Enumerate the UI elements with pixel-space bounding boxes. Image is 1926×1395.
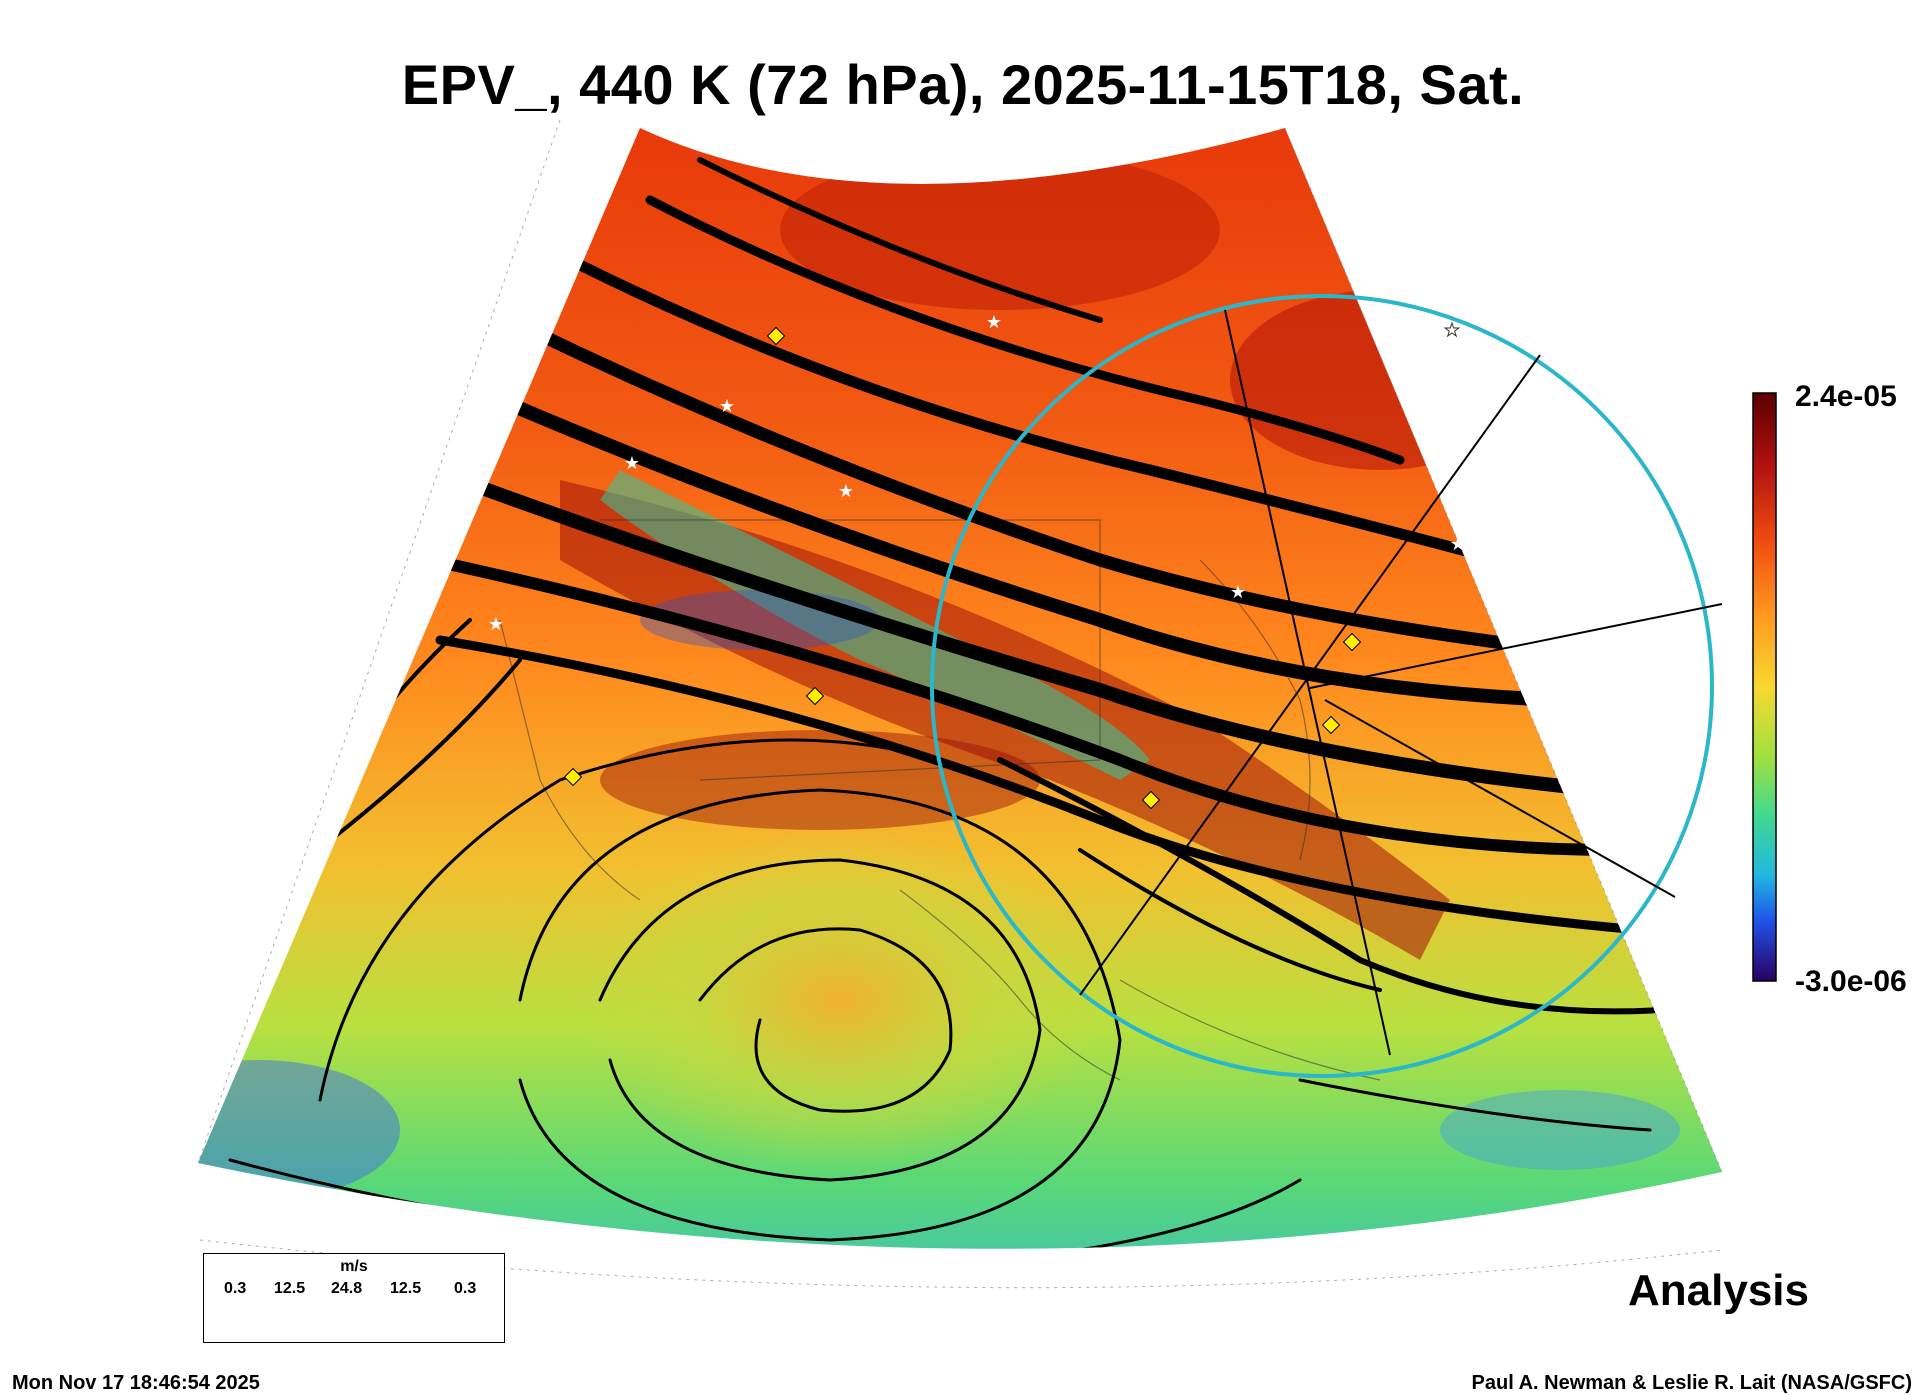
wind-streamlines (228, 157, 1663, 1249)
diamond-marker (1141, 790, 1161, 810)
star-marker: ★ (838, 481, 854, 501)
legend-value: 12.5 (390, 1280, 422, 1297)
colorbar-max-label: 2.4e-05 (1795, 380, 1897, 413)
diamond-marker (805, 686, 825, 706)
legend-unit: m/s (340, 1258, 368, 1275)
colorbar-min-label: -3.0e-06 (1795, 965, 1907, 998)
star-marker: ★ (986, 312, 1002, 332)
footer-timestamp: Mon Nov 17 18:46:54 2025 (12, 1372, 260, 1394)
legend-value: 24.8 (331, 1280, 363, 1297)
star-marker: ★ (1444, 320, 1460, 340)
star-marker: ★ (719, 396, 735, 416)
wind-speed-legend: m/s 0.3 12.5 24.8 12.5 0.3 (203, 1253, 505, 1343)
star-marker: ★ (1230, 582, 1246, 602)
diamond-marker (1321, 715, 1341, 735)
vortex-ring (930, 294, 1714, 1078)
legend-value: 0.3 (454, 1280, 477, 1297)
legend-value: 12.5 (274, 1280, 306, 1297)
diamond-marker (1342, 632, 1362, 652)
cross-section-lines (1079, 309, 1723, 1056)
plot-title: EPV_, 440 K (72 hPa), 2025-11-15T18, Sat… (401, 53, 1525, 116)
star-marker: ★ (1450, 534, 1466, 554)
graticule (197, 119, 1723, 1289)
diamond-marker (766, 326, 786, 346)
analysis-label: Analysis (1628, 1266, 1809, 1315)
legend-value: 0.3 (224, 1280, 247, 1297)
colorbar (1752, 392, 1777, 982)
diamond-marker (563, 767, 583, 787)
station-markers: ★ ★ ★ ★ ★ ★ ★ ★ (488, 312, 1466, 810)
star-marker: ★ (624, 453, 640, 473)
star-marker: ★ (488, 614, 504, 634)
epv-field (198, 128, 1722, 1249)
footer-credit: Paul A. Newman & Leslie R. Lait (NASA/GS… (1471, 1372, 1912, 1394)
